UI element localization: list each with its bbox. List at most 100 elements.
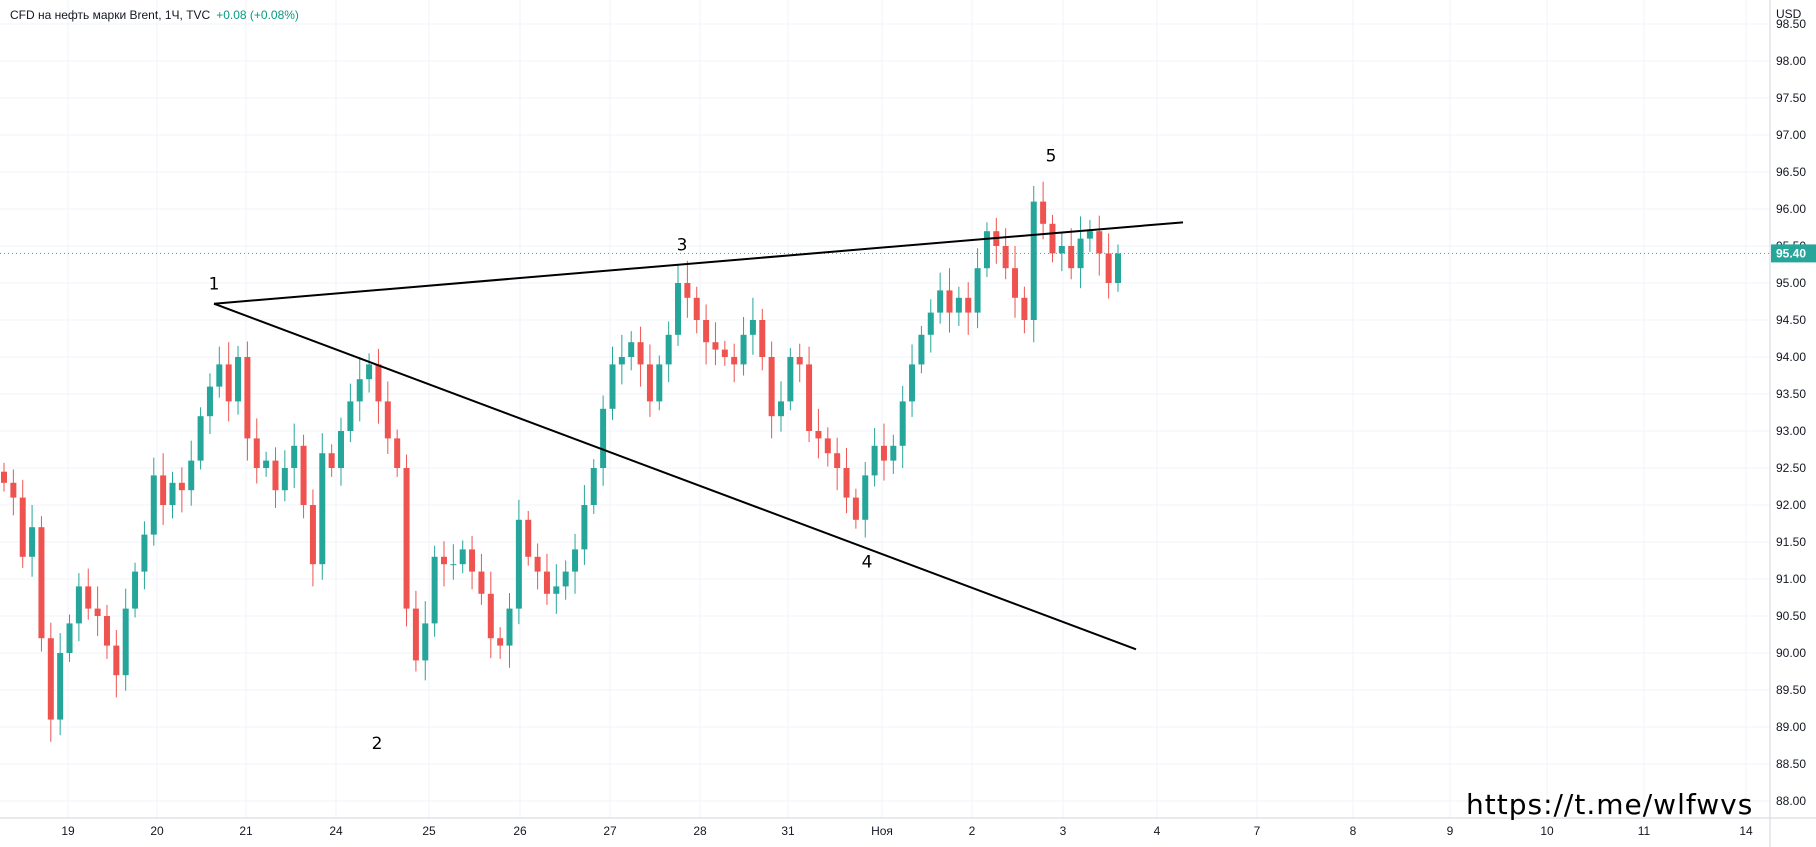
- candle-body: [394, 438, 401, 468]
- candle: [469, 536, 476, 590]
- time-tick-label: 25: [422, 824, 436, 838]
- candle-body: [19, 497, 26, 557]
- candle: [412, 590, 419, 672]
- candle: [375, 348, 382, 424]
- candle: [721, 340, 728, 366]
- candle-body: [637, 342, 644, 365]
- candle: [122, 588, 129, 691]
- candle-body: [122, 608, 129, 676]
- candle: [160, 453, 167, 525]
- candle: [628, 331, 635, 371]
- candle: [1040, 181, 1047, 240]
- candle: [29, 505, 36, 577]
- candle-body: [1040, 201, 1047, 224]
- price-tick-label: 95.00: [1776, 276, 1806, 290]
- candle-body: [47, 638, 54, 720]
- candle: [235, 345, 242, 415]
- candle: [478, 553, 485, 605]
- candle-body: [263, 460, 270, 468]
- price-tick-label: 94.50: [1776, 313, 1806, 327]
- time-axis[interactable]: 19 20 21 24 25 26 27 28 31 Ноя 2 3 4 7 8 9 10 11 14: [61, 824, 1753, 838]
- candle-body: [244, 357, 251, 439]
- candle: [38, 516, 45, 652]
- candle-body: [731, 357, 738, 365]
- candle: [806, 346, 813, 443]
- candle-body: [94, 608, 101, 616]
- candle: [946, 268, 953, 333]
- time-tick-label: 9: [1447, 824, 1454, 838]
- price-tick-label: 90.50: [1776, 609, 1806, 623]
- candle-body: [431, 556, 438, 624]
- candle: [562, 560, 569, 600]
- candle-body: [646, 364, 653, 402]
- candle: [937, 272, 944, 324]
- candle: [347, 383, 354, 443]
- price-tick-label: 91.00: [1776, 572, 1806, 586]
- candle: [394, 429, 401, 477]
- price-tick-label: 94.00: [1776, 350, 1806, 364]
- candle-body: [487, 593, 494, 639]
- currency-label: USD: [1776, 7, 1802, 21]
- candle: [94, 586, 101, 636]
- candle: [740, 317, 747, 376]
- candle: [600, 395, 607, 486]
- candle-body: [338, 431, 345, 468]
- price-tick-label: 93.00: [1776, 424, 1806, 438]
- candle: [103, 604, 110, 659]
- watermark-link: https://t.me/wlfwvs: [1466, 788, 1754, 821]
- candle-body: [469, 549, 476, 572]
- candle: [1115, 244, 1121, 292]
- candle: [169, 471, 176, 519]
- candle: [871, 428, 878, 487]
- candle: [796, 343, 803, 383]
- candle-body: [150, 475, 157, 535]
- candle: [572, 533, 579, 594]
- candle: [553, 564, 560, 614]
- time-tick-label: 7: [1254, 824, 1261, 838]
- trendline-lower: [213, 302, 1137, 651]
- candle-body: [927, 312, 934, 335]
- candle-body: [309, 505, 316, 565]
- candle: [515, 499, 522, 625]
- candle: [384, 381, 391, 454]
- candle: [1012, 246, 1019, 318]
- candle: [974, 248, 981, 329]
- candle: [291, 423, 298, 488]
- candle-body: [253, 438, 260, 468]
- candle-body: [880, 445, 887, 461]
- candle: [824, 427, 831, 467]
- candle: [768, 341, 775, 439]
- candle: [1096, 215, 1103, 276]
- trendlines: [213, 221, 1184, 651]
- candle-body: [10, 482, 17, 498]
- candle-body: [291, 445, 298, 468]
- time-tick-label: 27: [603, 824, 617, 838]
- candle: [10, 469, 17, 516]
- candle-body: [169, 482, 176, 505]
- candle-body: [909, 364, 916, 402]
- candle: [366, 353, 373, 393]
- candle-body: [1049, 223, 1056, 254]
- candle-body: [1058, 246, 1065, 254]
- time-tick-label: 24: [329, 824, 343, 838]
- candle: [225, 342, 232, 422]
- time-tick-label: 2: [969, 824, 976, 838]
- candle-body: [768, 357, 775, 417]
- candle: [487, 571, 494, 659]
- candle-body: [272, 460, 279, 491]
- wave-label-1: 1: [209, 275, 220, 295]
- time-tick-label: 19: [61, 824, 75, 838]
- candle-body: [562, 571, 569, 587]
- candle-body: [815, 431, 822, 439]
- candle: [57, 633, 64, 736]
- candle: [590, 459, 597, 514]
- candle-body: [824, 438, 831, 454]
- candle: [1077, 216, 1084, 289]
- candle: [1086, 220, 1093, 252]
- candle-body: [412, 608, 419, 661]
- candle: [244, 341, 251, 461]
- candle: [19, 479, 26, 568]
- candle-body: [440, 556, 447, 565]
- price-axis[interactable]: USD 88.00 88.50 89.00 89.50 90.00 90.50 91.00 91…: [1771, 7, 1816, 808]
